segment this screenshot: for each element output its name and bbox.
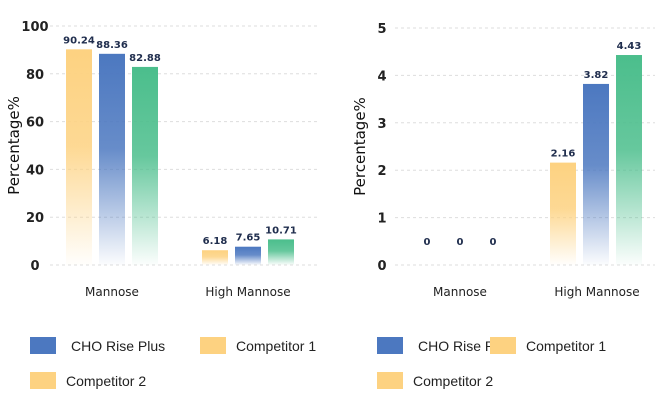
y-tick-label: 60 bbox=[26, 116, 44, 131]
y-tick-label: 100 bbox=[21, 20, 48, 35]
bar bbox=[66, 49, 92, 265]
y-tick-label: 2 bbox=[377, 164, 386, 179]
legend-item: Competitor 2 bbox=[30, 372, 146, 389]
legend-swatch bbox=[490, 337, 516, 354]
legend-swatch bbox=[377, 337, 403, 354]
bar bbox=[268, 239, 294, 265]
y-tick-label: 40 bbox=[26, 163, 44, 178]
y-tick-label: 0 bbox=[377, 259, 386, 274]
y-axis-label: Percentage% bbox=[351, 97, 369, 196]
bar bbox=[132, 66, 158, 265]
legend-label: Competitor 2 bbox=[413, 372, 494, 389]
legend-label: CHO Rise Plus bbox=[418, 337, 513, 354]
legend-item: Competitor 1 bbox=[200, 337, 316, 354]
y-tick-label: 20 bbox=[26, 211, 44, 226]
y-axis-label: Percentage% bbox=[5, 96, 23, 195]
y-tick-label: 0 bbox=[30, 259, 39, 274]
legend-swatch bbox=[30, 372, 56, 389]
legend-item: Competitor 2 bbox=[377, 372, 493, 389]
bar bbox=[99, 53, 125, 266]
y-tick-label: 3 bbox=[377, 117, 386, 132]
bar bbox=[235, 246, 261, 265]
data-label: 4.43 bbox=[617, 41, 642, 52]
data-label: 0 bbox=[457, 237, 464, 248]
legend-swatch bbox=[377, 372, 403, 389]
bar bbox=[202, 250, 228, 265]
data-label: 82.88 bbox=[129, 53, 161, 64]
bar bbox=[616, 55, 642, 265]
x-tick-label: High Mannose bbox=[554, 285, 639, 299]
legend-item: CHO Rise Plus bbox=[30, 337, 165, 354]
legend-label: Competitor 2 bbox=[66, 372, 147, 389]
y-tick-label: 80 bbox=[26, 68, 44, 83]
x-tick-label: High Mannose bbox=[205, 285, 290, 299]
legend-label: CHO Rise Plus bbox=[71, 337, 166, 354]
data-label: 7.65 bbox=[236, 233, 261, 244]
data-label: 0 bbox=[424, 237, 431, 248]
bar bbox=[583, 83, 609, 265]
data-label: 2.16 bbox=[551, 149, 576, 160]
data-label: 90.24 bbox=[63, 35, 95, 46]
legend-label: Competitor 1 bbox=[236, 337, 317, 354]
data-label: 88.36 bbox=[96, 40, 128, 51]
legend-item: Competitor 1 bbox=[490, 337, 606, 354]
data-label: 0 bbox=[490, 237, 497, 248]
x-tick-label: Mannose bbox=[85, 285, 139, 299]
legend-label: Competitor 1 bbox=[526, 337, 607, 354]
data-label: 10.71 bbox=[265, 225, 297, 236]
legend-swatch bbox=[30, 337, 56, 354]
legend-swatch bbox=[200, 337, 226, 354]
y-tick-label: 4 bbox=[377, 69, 386, 84]
legend-item: CHO Rise Plus bbox=[377, 337, 512, 354]
data-label: 6.18 bbox=[203, 236, 228, 247]
y-tick-label: 1 bbox=[377, 212, 386, 227]
y-tick-label: 5 bbox=[377, 22, 386, 37]
x-tick-label: Mannose bbox=[433, 285, 487, 299]
bar bbox=[550, 162, 576, 265]
data-label: 3.82 bbox=[584, 70, 609, 81]
